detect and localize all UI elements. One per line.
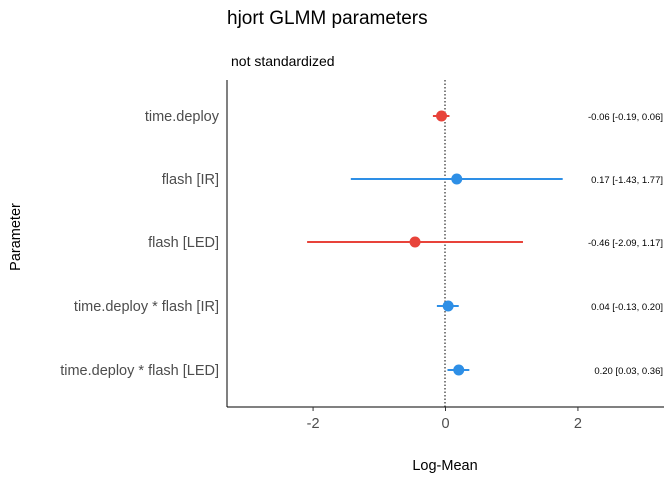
x-tick-label: 0 [441, 416, 449, 432]
x-axis-ticks: -2 0 2 [307, 407, 582, 432]
estimate-value-label: -0.06 [-0.19, 0.06] [588, 112, 663, 123]
x-tick-label: 2 [574, 416, 582, 432]
estimate-point [453, 364, 465, 376]
estimate-value-label: -0.46 [-2.09, 1.17] [588, 238, 663, 249]
parameter-label: time.deploy [145, 109, 220, 125]
estimate-value-label: 0.17 [-1.43, 1.77] [591, 175, 663, 186]
estimate-value-label: 0.04 [-0.13, 0.20] [591, 302, 663, 313]
parameter-label: time.deploy * flash [LED] [60, 363, 219, 379]
estimate-point [451, 173, 463, 185]
parameter-label: time.deploy * flash [IR] [74, 299, 219, 315]
chart-title: hjort GLMM parameters [227, 8, 428, 29]
estimate-point [409, 236, 421, 248]
x-tick-label: -2 [307, 416, 320, 432]
estimate-value-label: 0.20 [0.03, 0.36] [594, 366, 663, 377]
chart-subtitle: not standardized [231, 53, 335, 69]
parameter-label: flash [IR] [162, 172, 219, 188]
parameter-rows: time.deploy -0.06 [-0.19, 0.06] flash [IR]… [60, 109, 663, 379]
y-axis-title: Parameter [8, 203, 24, 271]
estimate-point [436, 110, 448, 122]
x-axis-title: Log-Mean [412, 458, 477, 474]
parameter-label: flash [LED] [148, 235, 219, 251]
estimate-point [442, 300, 454, 312]
